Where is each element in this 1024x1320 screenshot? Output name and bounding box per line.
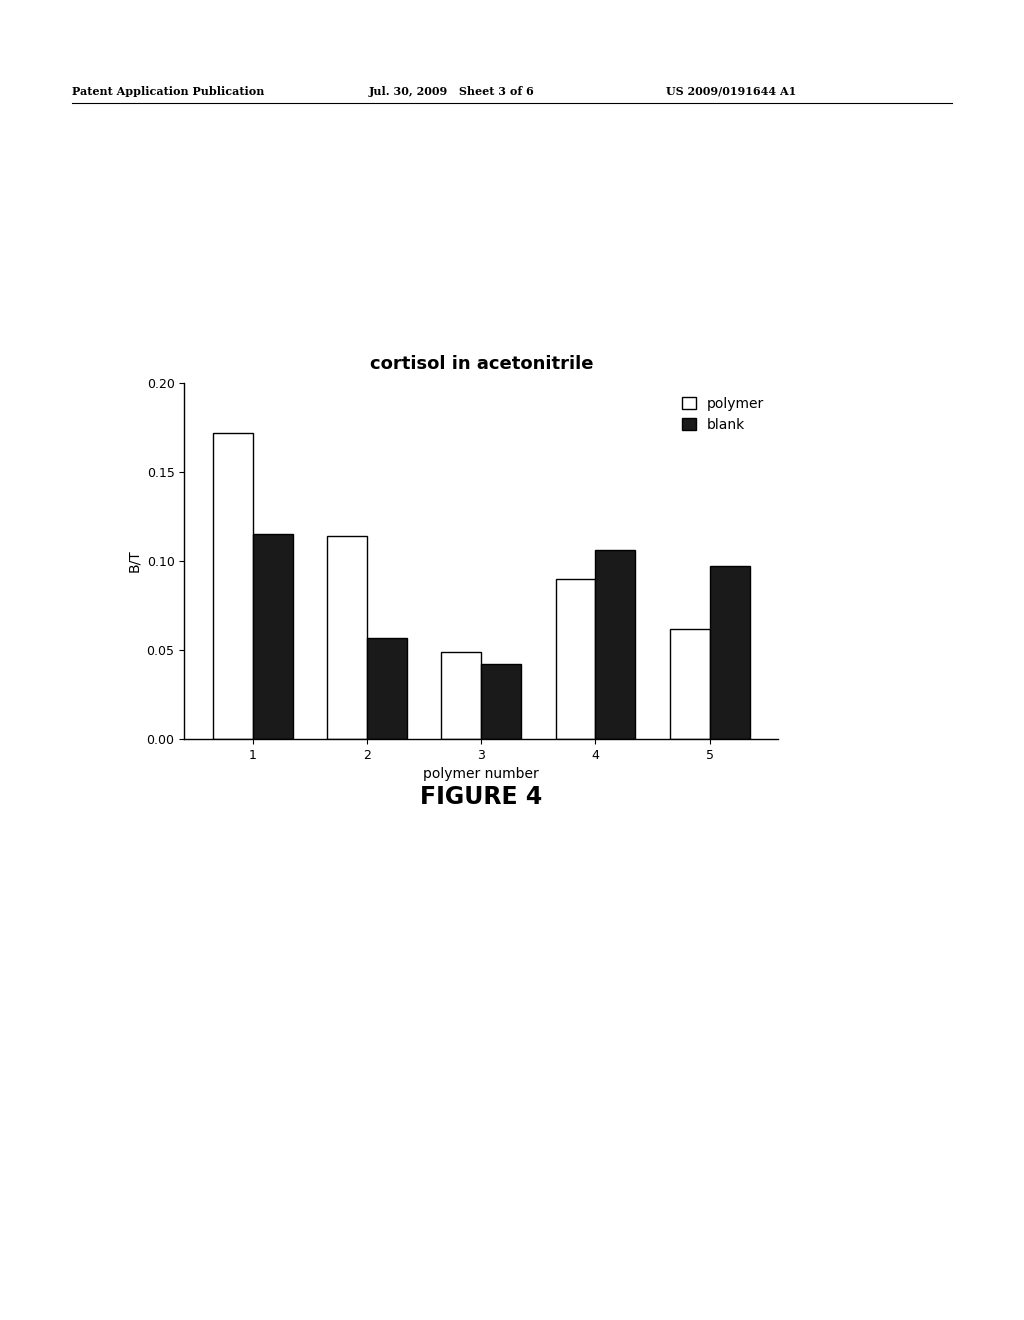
Bar	[596, 550, 636, 739]
Bar	[670, 628, 710, 739]
Bar	[367, 638, 408, 739]
Text: Jul. 30, 2009   Sheet 3 of 6: Jul. 30, 2009 Sheet 3 of 6	[369, 86, 535, 96]
Bar	[213, 433, 253, 739]
Text: US 2009/0191644 A1: US 2009/0191644 A1	[666, 86, 796, 96]
Title: cortisol in acetonitrile: cortisol in acetonitrile	[370, 355, 593, 374]
Bar	[441, 652, 481, 739]
Y-axis label: B/T: B/T	[127, 549, 141, 573]
Bar	[327, 536, 367, 739]
X-axis label: polymer number: polymer number	[423, 767, 540, 781]
Bar	[556, 578, 596, 739]
Bar	[481, 664, 521, 739]
Bar	[710, 566, 750, 739]
Legend: polymer, blank: polymer, blank	[675, 389, 771, 438]
Text: FIGURE 4: FIGURE 4	[420, 785, 543, 809]
Bar	[253, 535, 293, 739]
Text: Patent Application Publication: Patent Application Publication	[72, 86, 264, 96]
